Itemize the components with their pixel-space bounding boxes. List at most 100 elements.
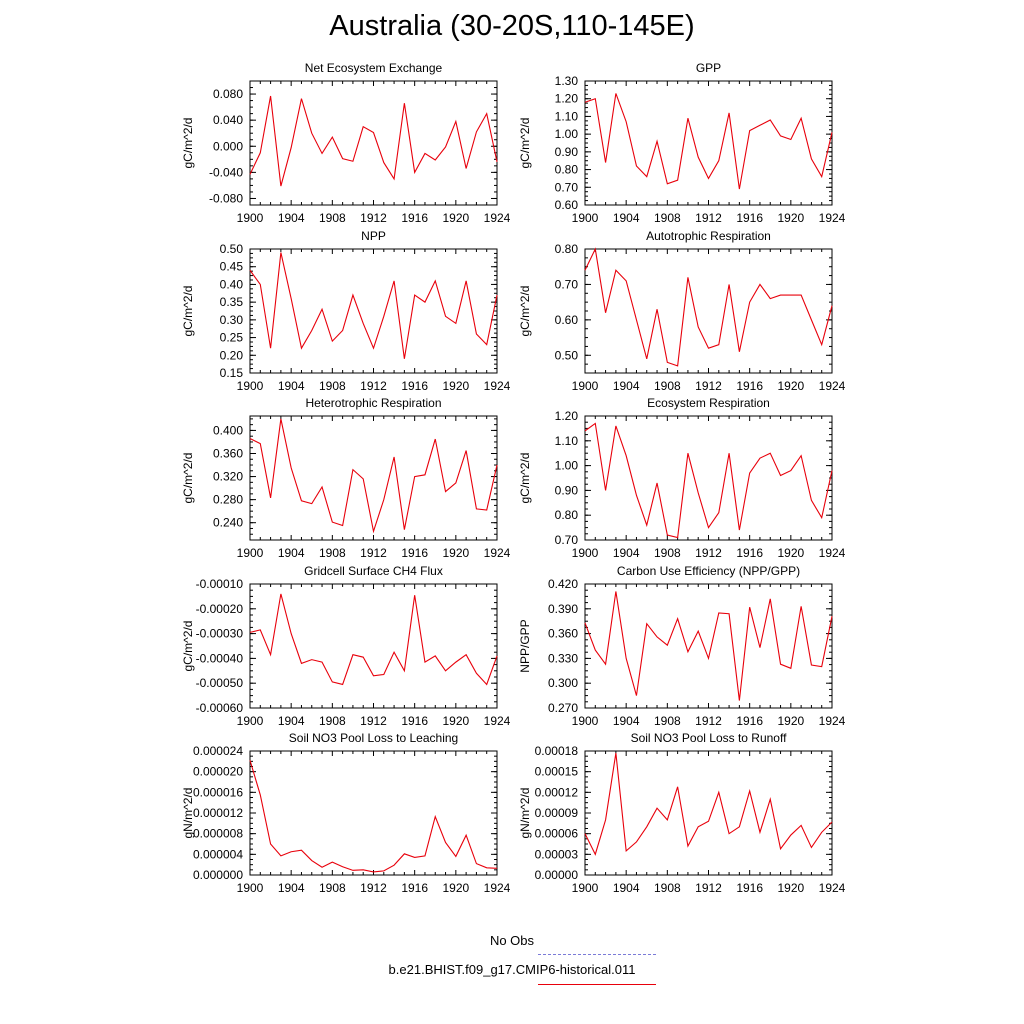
panel-5-xtick-label: 1912 [360,546,387,560]
panel-6-xtick-label: 1900 [572,546,599,560]
panel-9-xtick-label: 1920 [442,881,469,895]
panel-9-ytick-label: 0.000020 [193,765,243,779]
panel-9-xtick-label: 1900 [237,881,264,895]
panel-6-ytick-label: 0.80 [555,508,579,522]
panel-6-series-line [584,422,833,539]
panel-2-xtick-label: 1924 [819,211,846,225]
panel-9-ytick-label: 0.000008 [193,827,243,841]
panel-3-xtick-label: 1920 [442,379,469,393]
panel-6-ytick-label: 0.70 [555,533,579,547]
panel-5-xtick-label: 1900 [237,546,264,560]
panel-8-title: Carbon Use Efficiency (NPP/GPP) [617,564,800,578]
panel-4-xtick-label: 1920 [777,379,804,393]
panel-6-ytick-label: 1.00 [555,459,579,473]
panel-10-xtick-label: 1908 [654,881,681,895]
panel-1-ytick-label: -0.080 [209,191,243,205]
panel-6-xtick-label: 1916 [736,546,763,560]
panel-7-xtick-label: 1916 [401,714,428,728]
panel-2-ytick-label: 1.10 [555,109,579,123]
panel-2-xtick-label: 1904 [613,211,640,225]
panel-2-ytick-label: 1.30 [555,74,579,88]
panel-8-ytick-label: 0.300 [548,676,578,690]
panel-7-ytick-label: -0.00040 [196,651,244,665]
panel-10-xtick-label: 1900 [572,881,599,895]
panel-1-ylabel: gC/m^2/d [181,118,195,169]
panel-4-title: Autotrophic Respiration [646,229,771,243]
panel-10-xtick-label: 1904 [613,881,640,895]
panel-7-xtick-label: 1904 [278,714,305,728]
panel-3-xtick-label: 1924 [484,379,511,393]
panel-5-ylabel: gC/m^2/d [181,453,195,504]
panel-6-title: Ecosystem Respiration [647,396,770,410]
panel-10-ytick-label: 0.00009 [535,806,579,820]
panel-4-ylabel: gC/m^2/d [518,286,532,337]
panel-4-xtick-label: 1924 [819,379,846,393]
panel-4-ytick-label: 0.50 [555,348,579,362]
panel-3-series-line [249,252,498,359]
panel-10-ylabel: gN/m^2/d [518,788,532,839]
panel-3-ytick-label: 0.40 [220,277,244,291]
panel-7-ytick-label: -0.00050 [196,676,244,690]
panel-2-ylabel: gC/m^2/d [518,118,532,169]
panel-6-xtick-label: 1924 [819,546,846,560]
panel-7-xtick-label: 1908 [319,714,346,728]
panel-9-xtick-label: 1924 [484,881,511,895]
panel-5-xtick-label: 1916 [401,546,428,560]
legend-item-no-obs-line [538,954,656,955]
panel-8-ytick-label: 0.390 [548,602,578,616]
panel-7-xtick-label: 1912 [360,714,387,728]
panel-2-ytick-label: 0.80 [555,163,579,177]
panel-3-xtick-label: 1912 [360,379,387,393]
panel-2-frame [584,80,833,206]
panel-4-xtick-label: 1912 [695,379,722,393]
panel-8-ytick-label: 0.420 [548,577,578,591]
panel-2-xtick-label: 1908 [654,211,681,225]
panel-9-xtick-label: 1904 [278,881,305,895]
panel-8-ylabel: NPP/GPP [518,619,532,672]
panel-6-xtick-label: 1904 [613,546,640,560]
panel-3-xtick-label: 1908 [319,379,346,393]
panel-2-title: GPP [696,61,721,75]
panel-8-ytick-label: 0.360 [548,627,578,641]
panel-10-xtick-label: 1912 [695,881,722,895]
panel-10-ytick-label: 0.00003 [535,847,579,861]
panel-10-title: Soil NO3 Pool Loss to Runoff [631,731,788,745]
panel-5-ytick-label: 0.320 [213,470,243,484]
panel-7-ytick-label: -0.00010 [196,577,244,591]
panel-8-xtick-label: 1920 [777,714,804,728]
panel-10-ytick-label: 0.00015 [535,765,579,779]
panel-1-series-line [249,95,498,187]
panel-1-ytick-label: 0.080 [213,87,243,101]
panel-6-xtick-label: 1908 [654,546,681,560]
panel-5-ytick-label: 0.240 [213,516,243,530]
panel-10-ytick-label: 0.00012 [535,785,579,799]
panel-8-series-line [584,591,833,701]
panel-1-xtick-label: 1908 [319,211,346,225]
panel-4-xtick-label: 1900 [572,379,599,393]
panel-1-xtick-label: 1924 [484,211,511,225]
panel-9-ytick-label: 0.000024 [193,744,243,758]
panel-5-title: Heterotrophic Respiration [305,396,441,410]
panel-3-ytick-label: 0.45 [220,260,244,274]
legend-item-model-line [538,984,656,985]
panel-1-xtick-label: 1900 [237,211,264,225]
panel-4-ytick-label: 0.70 [555,277,579,291]
panel-7-ytick-label: -0.00030 [196,627,244,641]
panel-9-ytick-label: 0.000004 [193,847,243,861]
panel-9-ylabel: gN/m^2/d [181,788,195,839]
panel-1-title: Net Ecosystem Exchange [305,61,443,75]
panel-5-xtick-label: 1904 [278,546,305,560]
panel-3-title: NPP [361,229,386,243]
panel-10-xtick-label: 1924 [819,881,846,895]
panel-6-frame [584,415,833,541]
panel-7-ylabel: gC/m^2/d [181,621,195,672]
panel-3-frame [249,248,498,374]
panel-1-ytick-label: 0.040 [213,113,243,127]
panel-3-xtick-label: 1904 [278,379,305,393]
panel-2-ytick-label: 0.70 [555,180,579,194]
panel-5-series-line [249,418,498,534]
panel-9-xtick-label: 1908 [319,881,346,895]
panel-7-frame [249,583,498,709]
panel-3-xtick-label: 1916 [401,379,428,393]
panel-10-ytick-label: 0.00018 [535,744,579,758]
